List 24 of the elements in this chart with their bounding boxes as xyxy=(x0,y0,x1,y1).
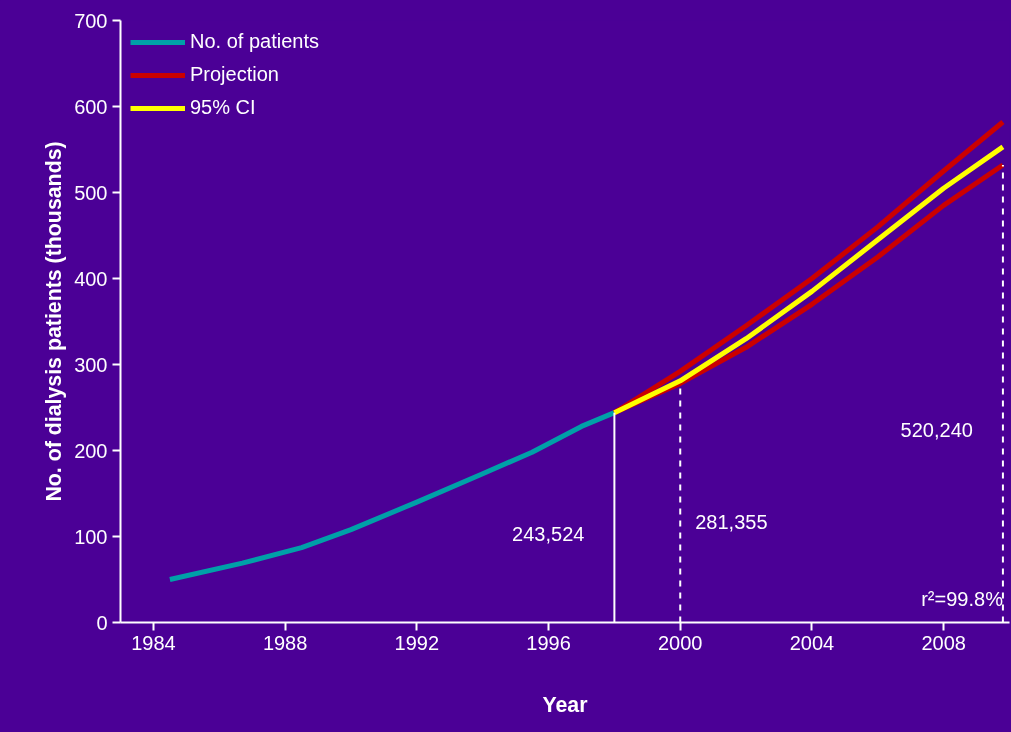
y-axis-title: No. of dialysis patients (thousands) xyxy=(42,141,67,502)
legend-label: No. of patients xyxy=(190,30,319,53)
x-tick-label: 1984 xyxy=(131,631,176,654)
legend-label: 95% CI xyxy=(190,96,256,119)
annotation: 520,240 xyxy=(900,419,973,442)
x-tick-label: 2000 xyxy=(657,631,703,654)
y-tick-label: 100 xyxy=(74,525,108,548)
y-tick-label: 600 xyxy=(74,95,108,118)
x-axis-title: Year xyxy=(542,692,588,717)
y-tick-label: 0 xyxy=(96,611,108,634)
annotation: 243,524 xyxy=(512,523,585,546)
x-tick-label: 2008 xyxy=(921,631,966,654)
y-tick-label: 500 xyxy=(74,181,108,204)
x-tick-label: 1988 xyxy=(262,631,308,654)
x-tick-label: 2004 xyxy=(789,631,835,654)
x-tick-label: 1992 xyxy=(394,631,440,654)
y-tick-label: 300 xyxy=(74,353,108,376)
x-tick-label: 1996 xyxy=(526,631,571,654)
y-tick-label: 400 xyxy=(74,267,108,290)
annotation: r²=99.8% xyxy=(921,587,1004,610)
y-tick-label: 700 xyxy=(74,9,108,32)
y-tick-label: 200 xyxy=(74,439,108,462)
legend-label: Projection xyxy=(190,63,279,86)
annotation: 281,355 xyxy=(695,511,768,534)
